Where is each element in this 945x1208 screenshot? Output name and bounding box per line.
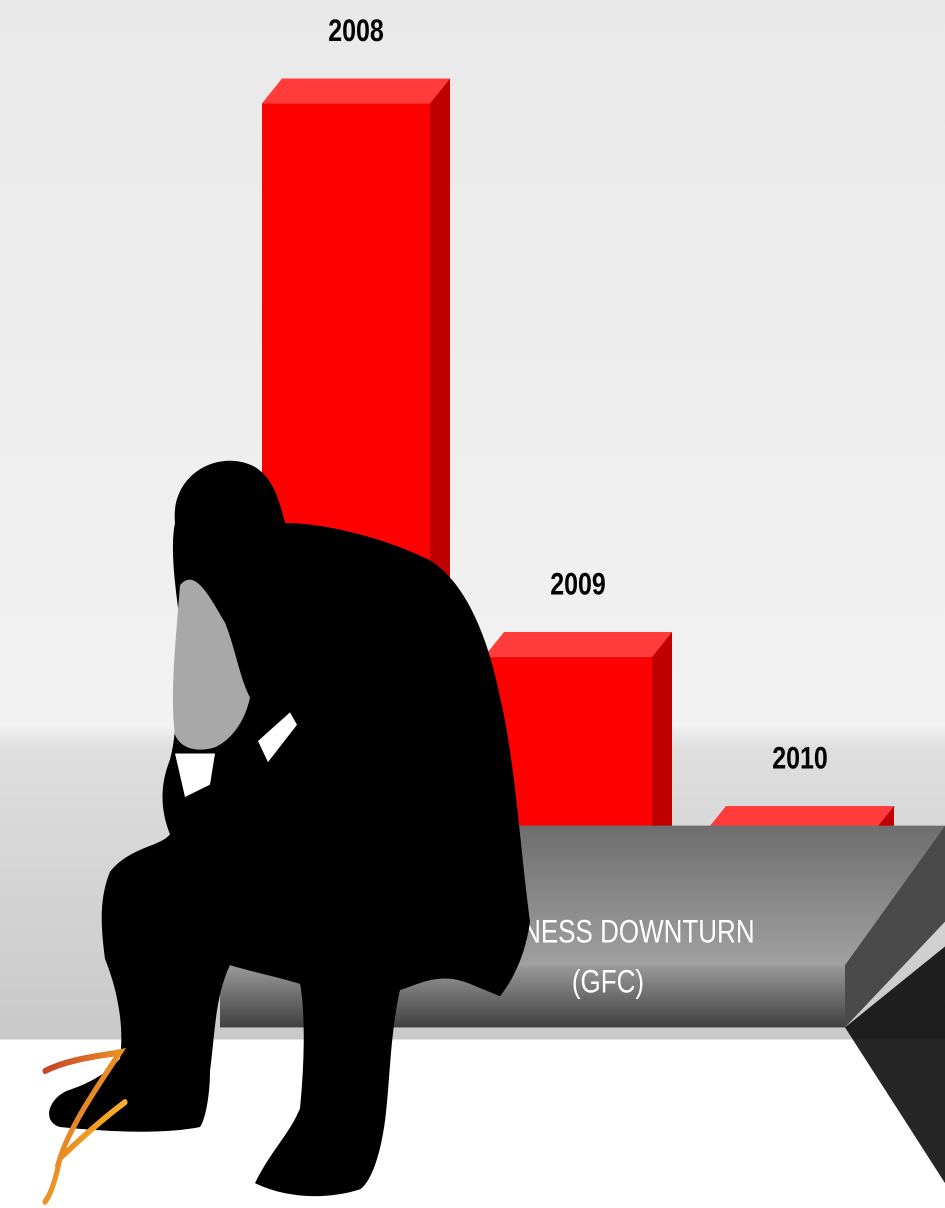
category-label: 2008 xyxy=(328,12,384,47)
annotation: (GFC) xyxy=(572,964,644,1000)
bar-top xyxy=(484,632,672,657)
category-label: 2009 xyxy=(550,566,606,601)
bar-top xyxy=(262,78,450,103)
infographic: BUSINESS DOWNTURN (GFC) 200820092010 xyxy=(0,0,945,1208)
page: BUSINESS DOWNTURN (GFC) 200820092010 (()… xyxy=(0,0,945,1208)
category-label: 2010 xyxy=(772,740,828,775)
